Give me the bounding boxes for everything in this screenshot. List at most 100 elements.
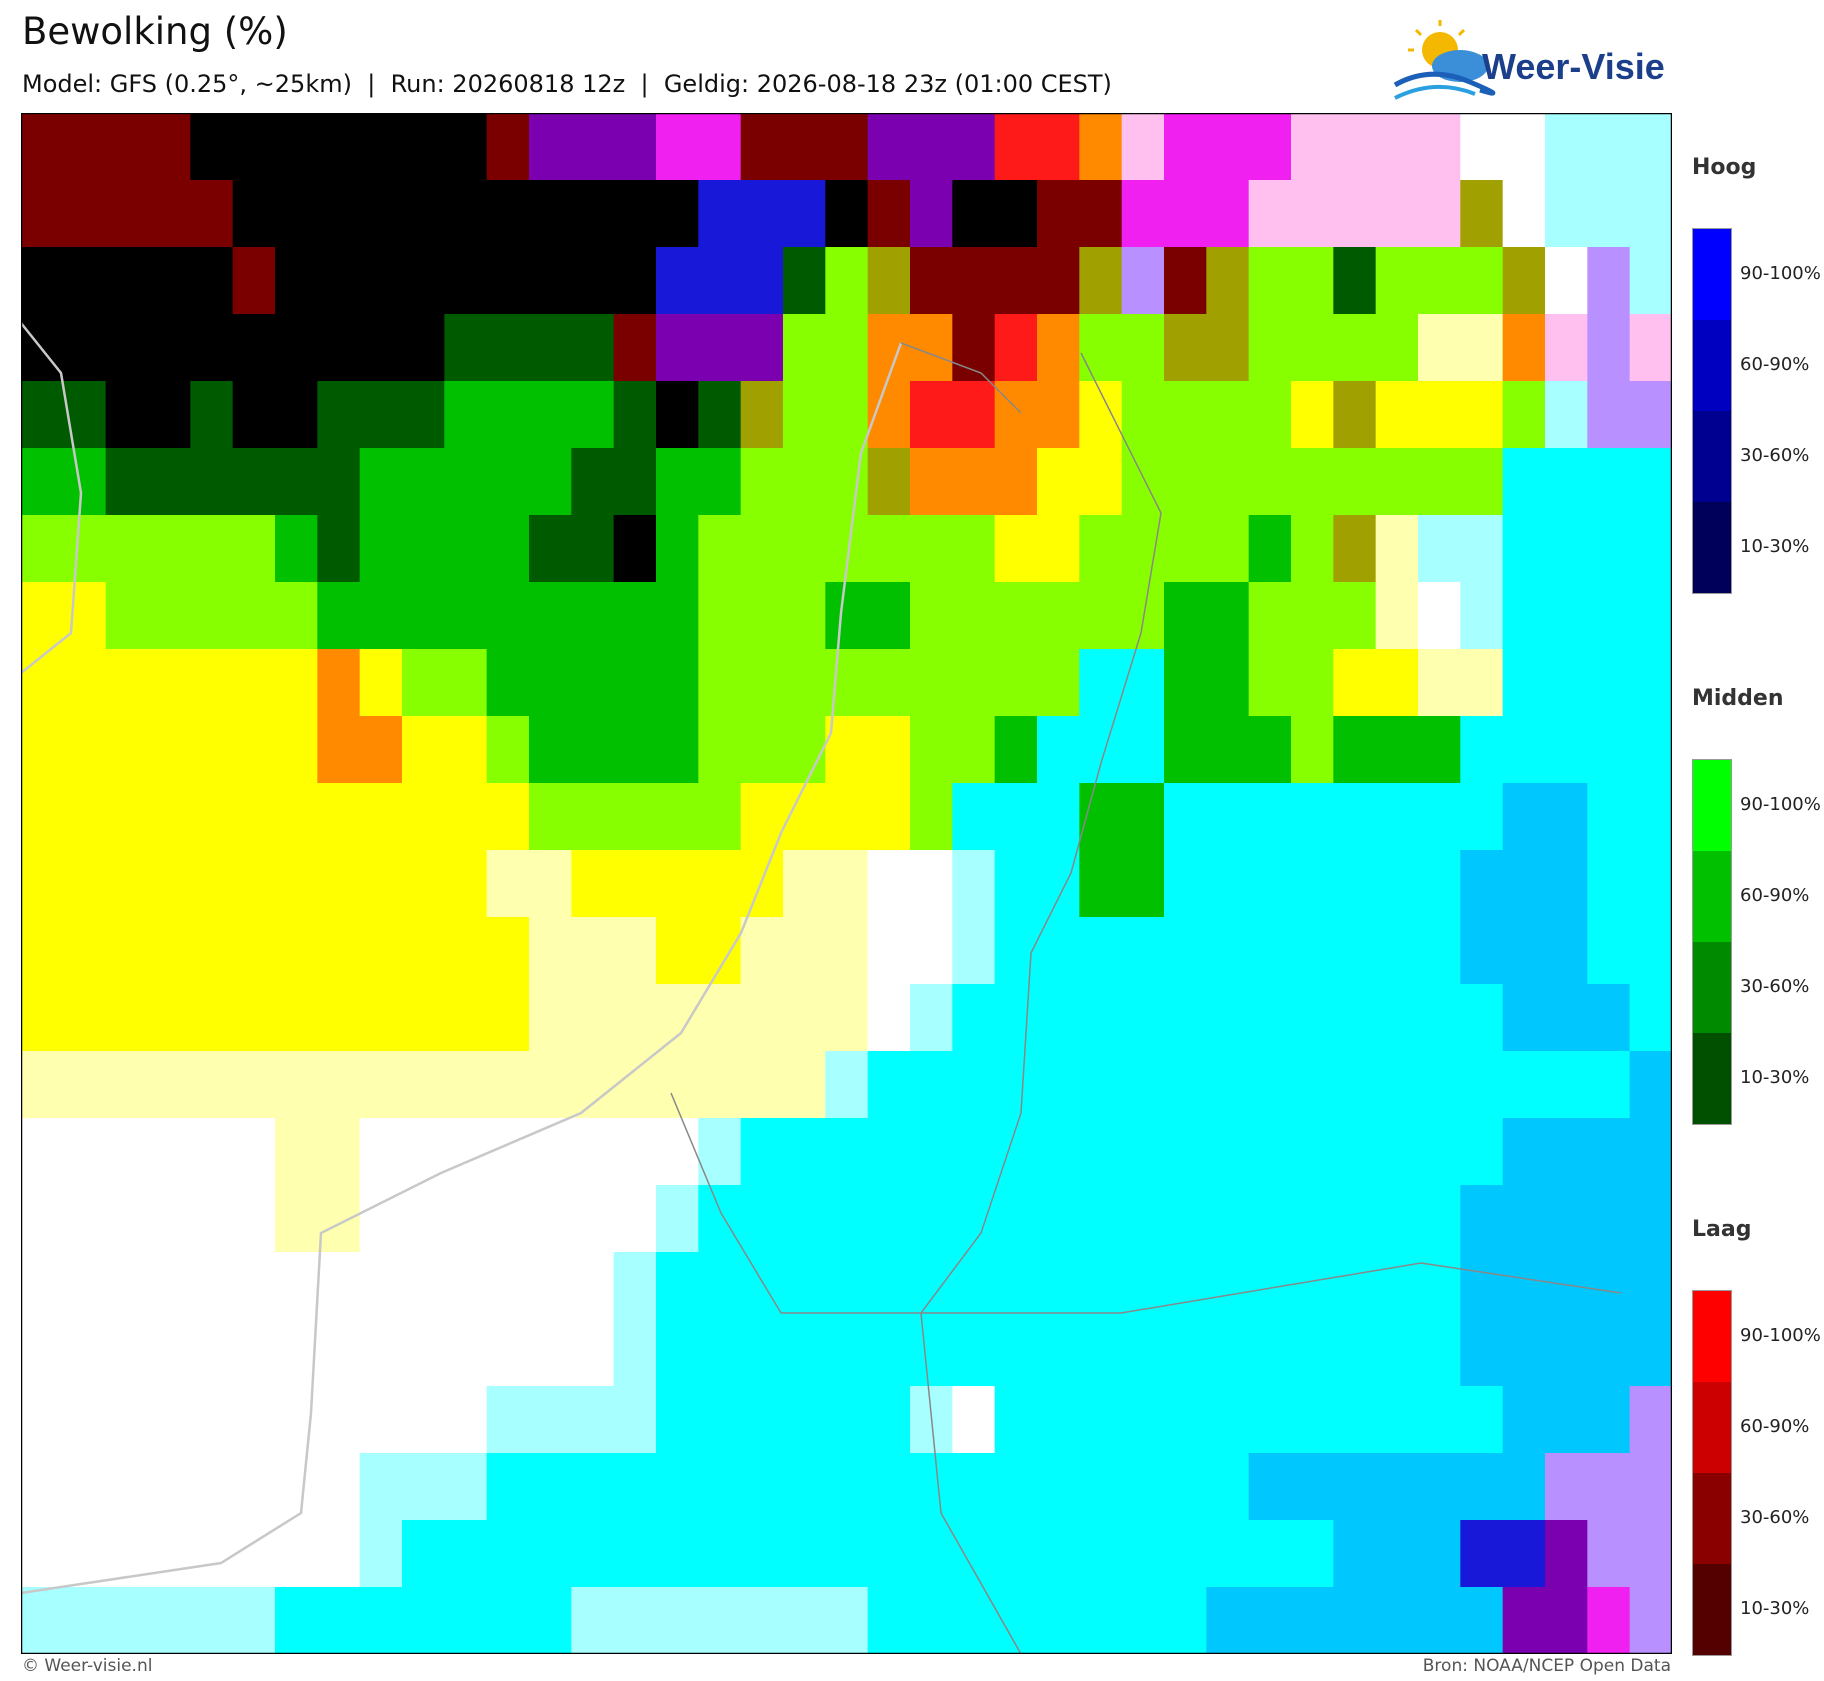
cloud-cell bbox=[867, 1319, 911, 1387]
cloud-cell bbox=[63, 1051, 107, 1119]
cloud-cell bbox=[1502, 1453, 1546, 1521]
cloud-cell bbox=[232, 649, 276, 717]
cloud-cell bbox=[402, 582, 445, 650]
legend-swatch bbox=[1693, 1473, 1731, 1564]
cloud-cell bbox=[1291, 1587, 1334, 1654]
cloud-cell bbox=[275, 716, 318, 784]
cloud-cell bbox=[1460, 448, 1504, 516]
cloud-cell bbox=[232, 984, 276, 1052]
cloud-cell bbox=[1502, 1185, 1546, 1253]
legend-swatch bbox=[1693, 851, 1731, 942]
cloud-cell bbox=[1121, 783, 1165, 851]
cloud-cell bbox=[571, 649, 615, 717]
cloud-cell bbox=[740, 314, 784, 382]
cloud-cell bbox=[21, 515, 64, 583]
cloud-cell bbox=[21, 1252, 64, 1320]
cloud-cell bbox=[359, 1453, 403, 1521]
cloud-cell bbox=[698, 314, 742, 382]
title: Bewolking (%) bbox=[22, 10, 288, 53]
cloud-cell bbox=[783, 1520, 826, 1588]
cloud-cell bbox=[1375, 716, 1419, 784]
cloud-cell bbox=[1248, 1185, 1292, 1253]
cloud-cell bbox=[105, 649, 149, 717]
cloud-cell bbox=[1460, 515, 1504, 583]
cloud-cell bbox=[656, 180, 699, 248]
cloud-cell bbox=[444, 515, 488, 583]
cloud-cell bbox=[444, 716, 488, 784]
cloud-cell bbox=[740, 1185, 784, 1253]
cloud-cell bbox=[1079, 1386, 1123, 1454]
cloud-cell bbox=[486, 448, 530, 516]
cloud-cell bbox=[105, 783, 149, 851]
cloud-cell bbox=[613, 1051, 657, 1119]
cloud-cell bbox=[1206, 582, 1250, 650]
cloud-cell bbox=[63, 113, 107, 181]
cloud-cell bbox=[105, 448, 149, 516]
cloud-cell bbox=[317, 649, 361, 717]
cloud-cell bbox=[1629, 917, 1672, 985]
cloud-cell bbox=[21, 1051, 64, 1119]
legend-label: 60-90% bbox=[1740, 885, 1810, 906]
cloud-cell bbox=[529, 1587, 572, 1654]
cloud-cell bbox=[529, 984, 572, 1052]
cloud-cell bbox=[1079, 1252, 1123, 1320]
cloud-cell bbox=[1460, 381, 1504, 449]
cloud-cell bbox=[317, 1319, 361, 1387]
cloud-cell bbox=[910, 1319, 953, 1387]
cloud-cell bbox=[1375, 1453, 1419, 1521]
cloud-cell bbox=[994, 917, 1038, 985]
cloud-cell bbox=[1121, 247, 1165, 315]
cloud-cell bbox=[698, 180, 742, 248]
cloud-cell bbox=[1629, 1185, 1672, 1253]
cloud-cell bbox=[1545, 247, 1588, 315]
cloud-cell bbox=[1418, 716, 1461, 784]
cloud-cell bbox=[486, 649, 530, 717]
cloud-cell bbox=[740, 917, 784, 985]
cloud-cell bbox=[275, 113, 318, 181]
cloud-cell bbox=[952, 1520, 996, 1588]
cloud-cell bbox=[952, 113, 996, 181]
cloud-cell bbox=[148, 1118, 191, 1186]
map bbox=[21, 113, 1672, 1654]
cloud-cell bbox=[1587, 448, 1631, 516]
cloud-cell bbox=[190, 1453, 234, 1521]
cloud-cell bbox=[994, 1520, 1038, 1588]
cloud-cell bbox=[190, 1319, 234, 1387]
cloud-cell bbox=[1418, 180, 1461, 248]
cloud-cell bbox=[867, 716, 911, 784]
cloud-cell bbox=[105, 247, 149, 315]
cloud-cell bbox=[359, 381, 403, 449]
cloud-cell bbox=[656, 1118, 699, 1186]
cloud-cell bbox=[1291, 649, 1334, 717]
cloud-cell bbox=[1079, 716, 1123, 784]
cloud-cell bbox=[148, 1252, 191, 1320]
cloud-cell bbox=[444, 1252, 488, 1320]
cloud-cell bbox=[698, 984, 742, 1052]
cloud-cell bbox=[1291, 381, 1334, 449]
cloud-cell bbox=[1418, 515, 1461, 583]
cloud-cell bbox=[1248, 783, 1292, 851]
cloud-cell bbox=[317, 783, 361, 851]
cloud-cell bbox=[783, 1252, 826, 1320]
cloud-cell bbox=[740, 1118, 784, 1186]
cloud-cell bbox=[1164, 448, 1207, 516]
cloud-cell bbox=[1291, 1051, 1334, 1119]
cloud-cell bbox=[698, 1185, 742, 1253]
cloud-cell bbox=[571, 113, 615, 181]
cloud-cell bbox=[1248, 917, 1292, 985]
cloud-cell bbox=[1629, 1520, 1672, 1588]
cloud-cell bbox=[656, 649, 699, 717]
cloud-cell bbox=[698, 1319, 742, 1387]
cloud-cell bbox=[1206, 1587, 1250, 1654]
cloud-cell bbox=[1164, 515, 1207, 583]
cloud-cell bbox=[444, 180, 488, 248]
cloud-cell bbox=[571, 515, 615, 583]
cloud-cell bbox=[1333, 1118, 1377, 1186]
cloud-cell bbox=[656, 1319, 699, 1387]
cloud-cell bbox=[275, 582, 318, 650]
cloud-cell bbox=[1418, 381, 1461, 449]
cloud-cell bbox=[910, 917, 953, 985]
cloud-cell bbox=[486, 1453, 530, 1521]
cloud-cell bbox=[402, 1319, 445, 1387]
